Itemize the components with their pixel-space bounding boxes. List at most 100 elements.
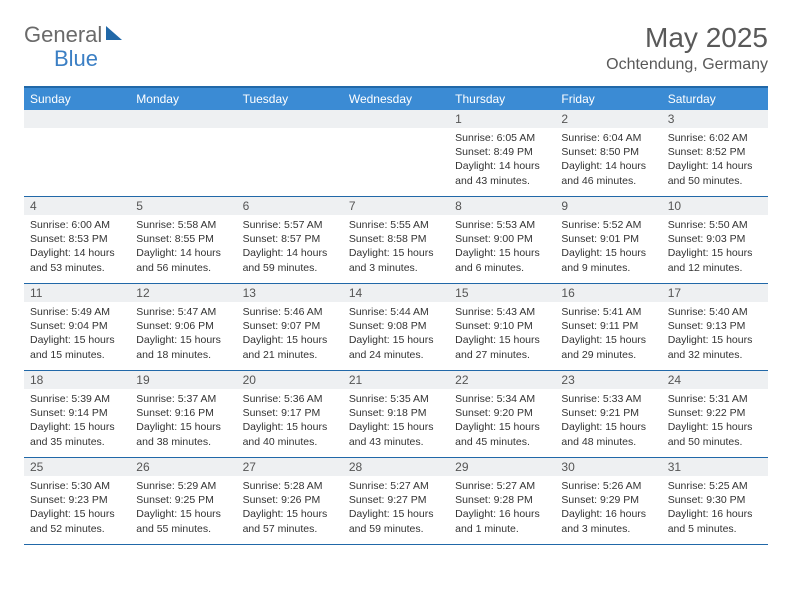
day-data: Sunrise: 5:46 AMSunset: 9:07 PMDaylight:…	[237, 302, 343, 366]
day-cell: 22Sunrise: 5:34 AMSunset: 9:20 PMDayligh…	[449, 371, 555, 457]
day-number: 14	[343, 284, 449, 302]
dow-label: Sunday	[24, 88, 130, 110]
day-data: Sunrise: 5:47 AMSunset: 9:06 PMDaylight:…	[130, 302, 236, 366]
day-cell: 19Sunrise: 5:37 AMSunset: 9:16 PMDayligh…	[130, 371, 236, 457]
header: General May 2025 Ochtendung, Germany	[24, 22, 768, 74]
day-data: Sunrise: 5:36 AMSunset: 9:17 PMDaylight:…	[237, 389, 343, 453]
day-cell: 18Sunrise: 5:39 AMSunset: 9:14 PMDayligh…	[24, 371, 130, 457]
day-number: 21	[343, 371, 449, 389]
day-cell: 26Sunrise: 5:29 AMSunset: 9:25 PMDayligh…	[130, 458, 236, 544]
day-cell: 10Sunrise: 5:50 AMSunset: 9:03 PMDayligh…	[662, 197, 768, 283]
day-data: Sunrise: 5:27 AMSunset: 9:27 PMDaylight:…	[343, 476, 449, 540]
day-number: 25	[24, 458, 130, 476]
day-data: Sunrise: 6:02 AMSunset: 8:52 PMDaylight:…	[662, 128, 768, 192]
day-data: Sunrise: 5:37 AMSunset: 9:16 PMDaylight:…	[130, 389, 236, 453]
day-cell: 1Sunrise: 6:05 AMSunset: 8:49 PMDaylight…	[449, 110, 555, 196]
day-cell: 21Sunrise: 5:35 AMSunset: 9:18 PMDayligh…	[343, 371, 449, 457]
day-number: 19	[130, 371, 236, 389]
day-cell: 6Sunrise: 5:57 AMSunset: 8:57 PMDaylight…	[237, 197, 343, 283]
day-number: 9	[555, 197, 661, 215]
day-number: 23	[555, 371, 661, 389]
day-cell: 23Sunrise: 5:33 AMSunset: 9:21 PMDayligh…	[555, 371, 661, 457]
sail-icon	[106, 26, 122, 40]
day-data: Sunrise: 5:29 AMSunset: 9:25 PMDaylight:…	[130, 476, 236, 540]
dow-label: Monday	[130, 88, 236, 110]
day-cell: 15Sunrise: 5:43 AMSunset: 9:10 PMDayligh…	[449, 284, 555, 370]
day-data: Sunrise: 5:52 AMSunset: 9:01 PMDaylight:…	[555, 215, 661, 279]
day-cell: 13Sunrise: 5:46 AMSunset: 9:07 PMDayligh…	[237, 284, 343, 370]
day-cell: 25Sunrise: 5:30 AMSunset: 9:23 PMDayligh…	[24, 458, 130, 544]
day-number	[130, 110, 236, 128]
day-number: 4	[24, 197, 130, 215]
brand-logo: General	[24, 22, 124, 48]
day-number: 13	[237, 284, 343, 302]
day-number: 12	[130, 284, 236, 302]
day-number: 18	[24, 371, 130, 389]
dow-label: Wednesday	[343, 88, 449, 110]
dow-label: Thursday	[449, 88, 555, 110]
day-number: 5	[130, 197, 236, 215]
day-data: Sunrise: 5:49 AMSunset: 9:04 PMDaylight:…	[24, 302, 130, 366]
day-data: Sunrise: 5:30 AMSunset: 9:23 PMDaylight:…	[24, 476, 130, 540]
day-data: Sunrise: 5:31 AMSunset: 9:22 PMDaylight:…	[662, 389, 768, 453]
day-number: 17	[662, 284, 768, 302]
week-row: 18Sunrise: 5:39 AMSunset: 9:14 PMDayligh…	[24, 371, 768, 458]
day-cell: 4Sunrise: 6:00 AMSunset: 8:53 PMDaylight…	[24, 197, 130, 283]
day-cell: 16Sunrise: 5:41 AMSunset: 9:11 PMDayligh…	[555, 284, 661, 370]
day-data: Sunrise: 5:41 AMSunset: 9:11 PMDaylight:…	[555, 302, 661, 366]
day-cell: 17Sunrise: 5:40 AMSunset: 9:13 PMDayligh…	[662, 284, 768, 370]
week-row: 11Sunrise: 5:49 AMSunset: 9:04 PMDayligh…	[24, 284, 768, 371]
day-data: Sunrise: 5:33 AMSunset: 9:21 PMDaylight:…	[555, 389, 661, 453]
day-data: Sunrise: 5:58 AMSunset: 8:55 PMDaylight:…	[130, 215, 236, 279]
day-number	[24, 110, 130, 128]
day-number: 20	[237, 371, 343, 389]
day-data: Sunrise: 5:55 AMSunset: 8:58 PMDaylight:…	[343, 215, 449, 279]
calendar-page: General May 2025 Ochtendung, Germany Blu…	[0, 0, 792, 557]
calendar: SundayMondayTuesdayWednesdayThursdayFrid…	[24, 86, 768, 545]
month-title: May 2025	[606, 22, 768, 54]
day-cell: 30Sunrise: 5:26 AMSunset: 9:29 PMDayligh…	[555, 458, 661, 544]
day-data: Sunrise: 5:53 AMSunset: 9:00 PMDaylight:…	[449, 215, 555, 279]
day-cell: 29Sunrise: 5:27 AMSunset: 9:28 PMDayligh…	[449, 458, 555, 544]
day-cell	[237, 110, 343, 196]
week-row: 25Sunrise: 5:30 AMSunset: 9:23 PMDayligh…	[24, 458, 768, 545]
week-row: 4Sunrise: 6:00 AMSunset: 8:53 PMDaylight…	[24, 197, 768, 284]
day-number: 28	[343, 458, 449, 476]
week-row: 1Sunrise: 6:05 AMSunset: 8:49 PMDaylight…	[24, 110, 768, 197]
day-data: Sunrise: 5:35 AMSunset: 9:18 PMDaylight:…	[343, 389, 449, 453]
day-number	[343, 110, 449, 128]
day-number: 11	[24, 284, 130, 302]
dow-label: Friday	[555, 88, 661, 110]
day-number: 1	[449, 110, 555, 128]
day-number: 30	[555, 458, 661, 476]
day-data: Sunrise: 5:40 AMSunset: 9:13 PMDaylight:…	[662, 302, 768, 366]
day-number: 26	[130, 458, 236, 476]
day-cell	[343, 110, 449, 196]
day-data: Sunrise: 5:34 AMSunset: 9:20 PMDaylight:…	[449, 389, 555, 453]
day-number: 3	[662, 110, 768, 128]
day-data: Sunrise: 5:50 AMSunset: 9:03 PMDaylight:…	[662, 215, 768, 279]
day-cell: 27Sunrise: 5:28 AMSunset: 9:26 PMDayligh…	[237, 458, 343, 544]
day-data: Sunrise: 5:26 AMSunset: 9:29 PMDaylight:…	[555, 476, 661, 540]
day-number: 31	[662, 458, 768, 476]
day-cell: 12Sunrise: 5:47 AMSunset: 9:06 PMDayligh…	[130, 284, 236, 370]
day-cell: 28Sunrise: 5:27 AMSunset: 9:27 PMDayligh…	[343, 458, 449, 544]
brand-part1: General	[24, 22, 102, 48]
day-data: Sunrise: 5:57 AMSunset: 8:57 PMDaylight:…	[237, 215, 343, 279]
day-number: 10	[662, 197, 768, 215]
day-cell	[24, 110, 130, 196]
day-data: Sunrise: 5:25 AMSunset: 9:30 PMDaylight:…	[662, 476, 768, 540]
day-number: 27	[237, 458, 343, 476]
day-cell: 24Sunrise: 5:31 AMSunset: 9:22 PMDayligh…	[662, 371, 768, 457]
day-number: 15	[449, 284, 555, 302]
day-number: 7	[343, 197, 449, 215]
day-number: 6	[237, 197, 343, 215]
day-number	[237, 110, 343, 128]
day-cell: 9Sunrise: 5:52 AMSunset: 9:01 PMDaylight…	[555, 197, 661, 283]
day-data: Sunrise: 5:27 AMSunset: 9:28 PMDaylight:…	[449, 476, 555, 540]
day-data: Sunrise: 5:44 AMSunset: 9:08 PMDaylight:…	[343, 302, 449, 366]
day-cell: 31Sunrise: 5:25 AMSunset: 9:30 PMDayligh…	[662, 458, 768, 544]
day-cell: 7Sunrise: 5:55 AMSunset: 8:58 PMDaylight…	[343, 197, 449, 283]
day-data: Sunrise: 5:43 AMSunset: 9:10 PMDaylight:…	[449, 302, 555, 366]
day-cell	[130, 110, 236, 196]
